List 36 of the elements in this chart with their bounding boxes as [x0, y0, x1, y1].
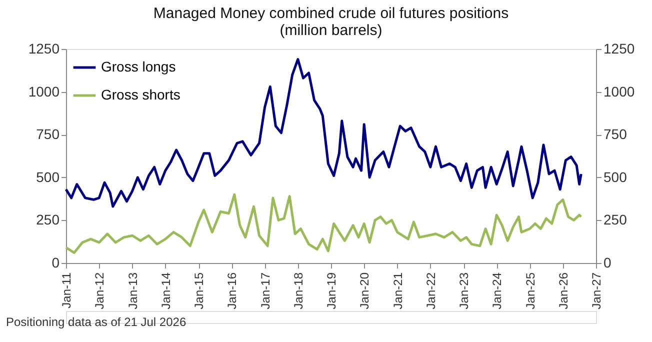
y-tick-label: 500 — [36, 168, 60, 185]
legend-label: Gross longs — [101, 58, 176, 74]
y2-tick-label: 1000 — [604, 83, 635, 100]
x-tick-label: Jan-27 — [590, 272, 604, 310]
y2-tick-label: 500 — [604, 168, 628, 185]
x-tick-label: Jan-26 — [556, 272, 570, 310]
y2-tick-label: 250 — [604, 212, 628, 228]
x-tick-label: Jan-24 — [490, 272, 504, 310]
y2-tick-label: 1250 — [604, 40, 635, 56]
x-tick-label: Jan-21 — [390, 272, 405, 310]
x-tick-label: Jan-18 — [291, 272, 306, 310]
line-series — [64, 58, 582, 208]
text: Positioning data as of 21 Jul 2026 — [6, 315, 186, 329]
x-tick-label: Jan-16 — [225, 272, 240, 310]
x-tick-label: Jan-14 — [158, 272, 173, 310]
line-series — [64, 193, 582, 254]
y-tick-label: 1000 — [28, 83, 60, 100]
text: Managed Money combined crude oil futures positions — [153, 5, 509, 22]
legend-label: Gross shorts — [101, 86, 180, 102]
x-tick-label: Jan-11 — [60, 272, 74, 308]
x-tick-label: Jan-25 — [523, 272, 538, 310]
y-tick-label: 750 — [36, 126, 60, 142]
x-tick-label: Jan-20 — [358, 272, 372, 310]
x-tick-label: Jan-15 — [192, 272, 206, 310]
x-tick-label: Jan-12 — [92, 272, 107, 310]
x-tick-label: Jan-13 — [126, 272, 140, 310]
x-tick-label: Jan-17 — [258, 272, 272, 310]
y-tick-label: 0 — [52, 254, 60, 270]
y2-tick-label: 0 — [604, 254, 612, 270]
x-tick-label: Jan-22 — [424, 272, 438, 310]
y-tick-label: 250 — [36, 212, 60, 228]
x-tick-label: Jan-19 — [324, 272, 338, 310]
text: (million barrels) — [280, 22, 382, 39]
y-tick-label: 1250 — [28, 40, 60, 56]
y2-tick-label: 750 — [604, 126, 628, 142]
x-tick-label: Jan-23 — [457, 272, 471, 310]
